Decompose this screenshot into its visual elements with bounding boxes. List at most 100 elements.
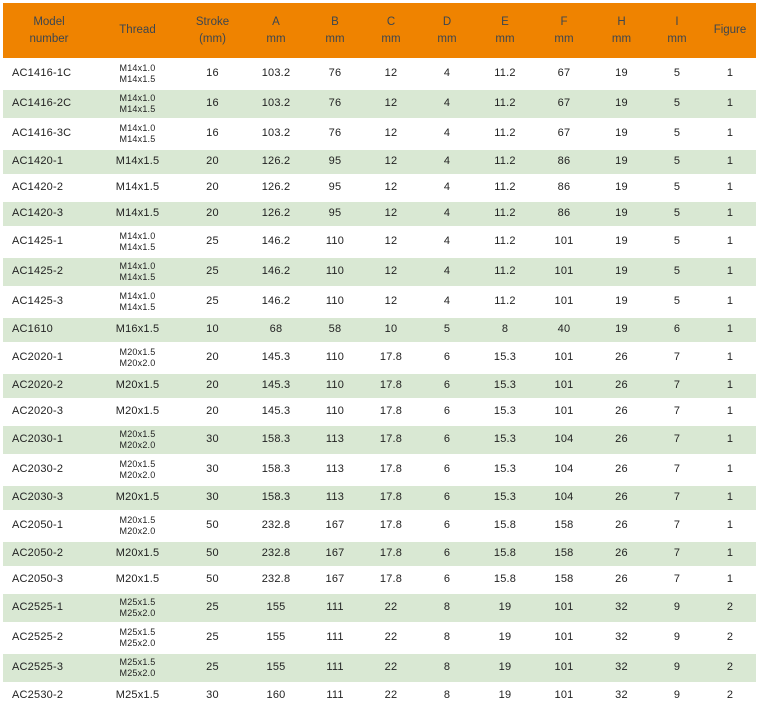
stroke-cell: 20	[180, 176, 245, 202]
model-cell: AC2525-2	[3, 624, 95, 654]
f-cell: 67	[535, 60, 593, 90]
b-cell: 95	[307, 202, 363, 228]
i-cell: 9	[650, 684, 704, 710]
figure-cell: 1	[704, 90, 756, 120]
stroke-cell: 30	[180, 426, 245, 456]
figure-cell: 1	[704, 120, 756, 150]
column-header-thread: Thread	[95, 3, 180, 60]
thread-cell: M20x1.5	[95, 400, 180, 426]
thread-cell: M14x1.0 M14x1.5	[95, 288, 180, 318]
i-cell: 5	[650, 60, 704, 90]
model-cell: AC1420-3	[3, 202, 95, 228]
model-cell: AC2525-1	[3, 594, 95, 624]
b-cell: 113	[307, 426, 363, 456]
table-row: AC1420-2 M14x1.5 20 126.2 95 12 4 11.2 86 19 5 1	[3, 176, 756, 202]
e-cell: 11.2	[475, 176, 535, 202]
c-cell: 12	[363, 288, 419, 318]
figure-cell: 1	[704, 318, 756, 344]
b-cell: 110	[307, 258, 363, 288]
e-cell: 11.2	[475, 258, 535, 288]
a-cell: 155	[245, 594, 307, 624]
h-cell: 19	[593, 202, 650, 228]
h-cell: 32	[593, 654, 650, 684]
table-row: AC2525-2 M25x1.5 M25x2.0 25 155 111 22 8 19 101 3…	[3, 624, 756, 654]
a-cell: 158.3	[245, 456, 307, 486]
i-cell: 7	[650, 542, 704, 568]
b-cell: 110	[307, 228, 363, 258]
f-cell: 101	[535, 654, 593, 684]
f-cell: 101	[535, 344, 593, 374]
figure-cell: 1	[704, 512, 756, 542]
f-cell: 67	[535, 90, 593, 120]
h-cell: 26	[593, 512, 650, 542]
table-row: AC1610 M16x1.5 10 68 58 10 5 8 40 19 6 1	[3, 318, 756, 344]
table-row: AC2020-2 M20x1.5 20 145.3 110 17.8 6 15.3 101 26 7…	[3, 374, 756, 400]
i-cell: 7	[650, 568, 704, 594]
i-cell: 7	[650, 344, 704, 374]
e-cell: 15.3	[475, 426, 535, 456]
d-cell: 6	[419, 344, 475, 374]
i-cell: 5	[650, 288, 704, 318]
thread-cell: M14x1.0 M14x1.5	[95, 60, 180, 90]
h-cell: 19	[593, 288, 650, 318]
model-cell: AC1416-2C	[3, 90, 95, 120]
h-cell: 19	[593, 228, 650, 258]
stroke-cell: 16	[180, 60, 245, 90]
table-body: AC1416-1C M14x1.0 M14x1.5 16 103.2 76 12 4 11.2…	[3, 60, 756, 710]
d-cell: 6	[419, 400, 475, 426]
thread-cell: M20x1.5 M20x2.0	[95, 426, 180, 456]
c-cell: 17.8	[363, 542, 419, 568]
a-cell: 126.2	[245, 150, 307, 176]
thread-cell: M25x1.5 M25x2.0	[95, 624, 180, 654]
thread-cell: M20x1.5	[95, 374, 180, 400]
figure-cell: 2	[704, 594, 756, 624]
c-cell: 17.8	[363, 344, 419, 374]
i-cell: 7	[650, 512, 704, 542]
c-cell: 12	[363, 120, 419, 150]
column-header-e: E mm	[475, 3, 535, 60]
f-cell: 101	[535, 684, 593, 710]
model-cell: AC1416-3C	[3, 120, 95, 150]
column-header-c: C mm	[363, 3, 419, 60]
f-cell: 40	[535, 318, 593, 344]
e-cell: 15.8	[475, 542, 535, 568]
e-cell: 11.2	[475, 60, 535, 90]
i-cell: 5	[650, 228, 704, 258]
e-cell: 11.2	[475, 228, 535, 258]
d-cell: 4	[419, 150, 475, 176]
table-row: AC2530-2 M25x1.5 30 160 111 22 8 19 101 32 9 2	[3, 684, 756, 710]
f-cell: 67	[535, 120, 593, 150]
d-cell: 6	[419, 374, 475, 400]
model-cell: AC2050-1	[3, 512, 95, 542]
c-cell: 17.8	[363, 512, 419, 542]
d-cell: 8	[419, 624, 475, 654]
b-cell: 111	[307, 654, 363, 684]
h-cell: 19	[593, 318, 650, 344]
table-row: AC2030-1 M20x1.5 M20x2.0 30 158.3 113 17.8 6 15…	[3, 426, 756, 456]
stroke-cell: 50	[180, 542, 245, 568]
stroke-cell: 20	[180, 374, 245, 400]
thread-cell: M25x1.5 M25x2.0	[95, 594, 180, 624]
h-cell: 19	[593, 176, 650, 202]
b-cell: 113	[307, 486, 363, 512]
h-cell: 26	[593, 374, 650, 400]
h-cell: 19	[593, 90, 650, 120]
model-cell: AC2030-3	[3, 486, 95, 512]
stroke-cell: 16	[180, 120, 245, 150]
d-cell: 8	[419, 654, 475, 684]
c-cell: 17.8	[363, 456, 419, 486]
figure-cell: 1	[704, 400, 756, 426]
stroke-cell: 10	[180, 318, 245, 344]
figure-cell: 1	[704, 60, 756, 90]
thread-cell: M20x1.5 M20x2.0	[95, 512, 180, 542]
figure-cell: 1	[704, 568, 756, 594]
stroke-cell: 20	[180, 400, 245, 426]
f-cell: 86	[535, 202, 593, 228]
table-row: AC2525-1 M25x1.5 M25x2.0 25 155 111 22 8 19 101 3…	[3, 594, 756, 624]
table-row: AC2030-3 M20x1.5 30 158.3 113 17.8 6 15.3 104 26 7…	[3, 486, 756, 512]
a-cell: 145.3	[245, 400, 307, 426]
d-cell: 8	[419, 594, 475, 624]
b-cell: 95	[307, 176, 363, 202]
f-cell: 158	[535, 542, 593, 568]
